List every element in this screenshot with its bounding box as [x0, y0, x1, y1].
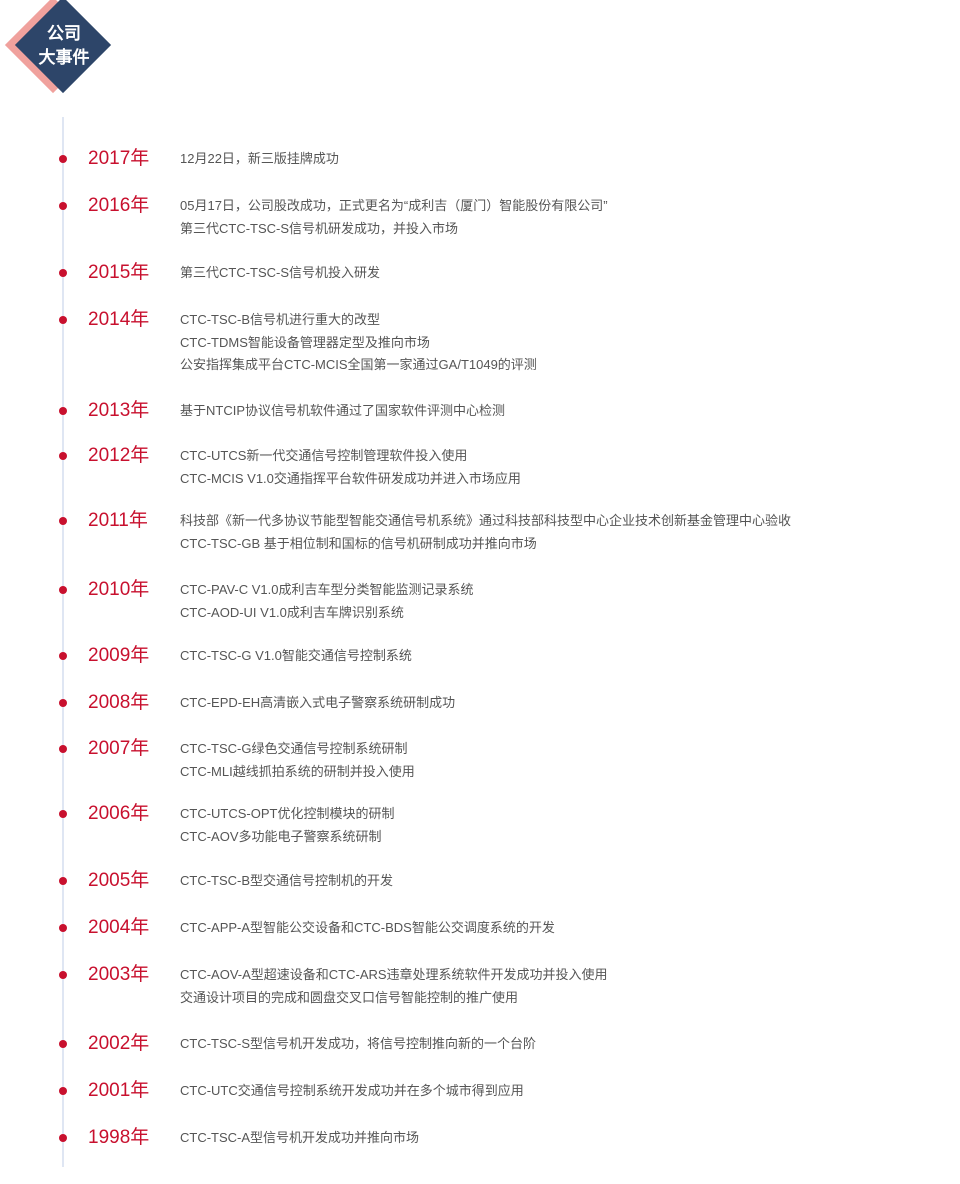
badge-title-line1: 公司 — [47, 24, 81, 43]
event-item: 05月17日，公司股改成功，正式更名为“成利吉（厦门）智能股份有限公司” — [180, 198, 608, 213]
event-year: 2005年 — [88, 870, 150, 891]
event-year: 2009年 — [88, 645, 150, 666]
event-item: 12月22日，新三版挂牌成功 — [180, 151, 339, 166]
timeline-dot — [59, 452, 67, 460]
event-item: CTC-APP-A型智能公交设备和CTC-BDS智能公交调度系统的开发 — [180, 920, 555, 935]
timeline-dot — [59, 517, 67, 525]
event-description: CTC-TSC-A型信号机开发成功并推向市场 — [180, 1127, 419, 1150]
timeline-dot — [59, 1040, 67, 1048]
event-description: 科技部《新一代多协议节能型智能交通信号机系统》通过科技部科技型中心企业技术创新基… — [180, 510, 791, 555]
event-description: CTC-TSC-B信号机进行重大的改型 CTC-TDMS智能设备管理器定型及推向市… — [180, 309, 537, 377]
event-item: CTC-MLI越线抓拍系统的研制并投入使用 — [180, 763, 415, 779]
event-item: 第三代CTC-TSC-S信号机投入研发 — [180, 265, 381, 280]
timeline-dot — [59, 316, 67, 324]
event-year: 2012年 — [88, 445, 150, 466]
event-description: CTC-TSC-S型信号机开发成功，将信号控制推向新的一个台阶 — [180, 1033, 536, 1056]
event-item: CTC-UTCS-OPT优化控制模块的研制 — [180, 806, 395, 821]
event-description: 05月17日，公司股改成功，正式更名为“成利吉（厦门）智能股份有限公司” 第三代C… — [180, 195, 608, 240]
timeline-dot — [59, 1087, 67, 1095]
event-year: 2002年 — [88, 1033, 150, 1054]
event-description: 12月22日，新三版挂牌成功 — [180, 148, 339, 171]
event-item: CTC-MCIS V1.0交通指挥平台软件研发成功并进入市场应用 — [180, 470, 521, 486]
event-year: 2001年 — [88, 1080, 150, 1101]
event-item: CTC-TDMS智能设备管理器定型及推向市场 — [180, 334, 430, 350]
event-year: 2007年 — [88, 738, 150, 759]
event-description: CTC-EPD-EH高清嵌入式电子警察系统研制成功 — [180, 692, 455, 715]
event-item: CTC-AOV-A型超速设备和CTC-ARS违章处理系统软件开发成功并投入使用 — [180, 967, 608, 982]
event-item: CTC-TSC-A型信号机开发成功并推向市场 — [180, 1130, 420, 1145]
event-description: CTC-TSC-G绿色交通信号控制系统研制 CTC-MLI越线抓拍系统的研制并投入… — [180, 738, 415, 783]
event-item: 基于NTCIP协议信号机软件通过了国家软件评测中心检测 — [180, 403, 506, 418]
event-description: CTC-TSC-B型交通信号控制机的开发 — [180, 870, 393, 893]
event-description: CTC-AOV-A型超速设备和CTC-ARS违章处理系统软件开发成功并投入使用交… — [180, 964, 608, 1009]
timeline-dot — [59, 269, 67, 277]
event-year: 2006年 — [88, 803, 150, 824]
event-year: 2016年 — [88, 195, 150, 216]
event-item: CTC-AOD-UI V1.0成利吉车牌识别系统 — [180, 604, 404, 620]
event-year: 2004年 — [88, 917, 150, 938]
event-description: CTC-UTCS-OPT优化控制模块的研制 CTC-AOV多功能电子警察系统研制 — [180, 803, 395, 848]
timeline-dot — [59, 745, 67, 753]
event-year: 2013年 — [88, 400, 150, 421]
badge-title-line2: 大事件 — [38, 48, 90, 67]
timeline-dot — [59, 971, 67, 979]
event-description: CTC-UTCS新一代交通信号控制管理软件投入使用 CTC-MCIS V1.0交通… — [180, 445, 521, 490]
timeline-dot — [59, 652, 67, 660]
event-item: CTC-UTCS新一代交通信号控制管理软件投入使用 — [180, 448, 468, 463]
event-item: CTC-UTC交通信号控制系统开发成功并在多个城市得到应用 — [180, 1083, 524, 1098]
timeline-axis — [62, 117, 64, 1167]
timeline-dot — [59, 202, 67, 210]
event-item: CTC-PAV-C V1.0成利吉车型分类智能监测记录系统 — [180, 582, 474, 597]
timeline-dot — [59, 877, 67, 885]
timeline-dot — [59, 407, 67, 415]
event-year: 1998年 — [88, 1127, 150, 1148]
event-item: CTC-TSC-G V1.0智能交通信号控制系统 — [180, 648, 412, 663]
badge-title: 公司 大事件 — [28, 22, 100, 70]
event-year: 2003年 — [88, 964, 150, 985]
timeline-dot — [59, 155, 67, 163]
event-year: 2015年 — [88, 262, 150, 283]
event-year: 2011年 — [88, 510, 148, 531]
event-item: 公安指挥集成平台CTC-MCIS全国第一家通过GA/T1049的评测 — [180, 357, 537, 372]
event-item: CTC-AOV多功能电子警察系统研制 — [180, 828, 382, 844]
timeline-dot — [59, 699, 67, 707]
event-item: CTC-TSC-GB 基于相位制和国标的信号机研制成功并推向市场 — [180, 535, 537, 551]
event-item: CTC-TSC-S型信号机开发成功，将信号控制推向新的一个台阶 — [180, 1036, 537, 1051]
event-item: 交通设计项目的完成和圆盘交叉口信号智能控制的推广使用 — [180, 989, 519, 1005]
event-year: 2014年 — [88, 309, 150, 330]
event-description: 基于NTCIP协议信号机软件通过了国家软件评测中心检测 — [180, 400, 505, 423]
event-item: CTC-EPD-EH高清嵌入式电子警察系统研制成功 — [180, 695, 456, 710]
event-item: CTC-TSC-B型交通信号控制机的开发 — [180, 873, 394, 888]
timeline-dot — [59, 1134, 67, 1142]
event-description: CTC-APP-A型智能公交设备和CTC-BDS智能公交调度系统的开发 — [180, 917, 555, 940]
event-item: CTC-TSC-G绿色交通信号控制系统研制 — [180, 741, 408, 756]
timeline-dot — [59, 810, 67, 818]
event-item: CTC-TSC-B信号机进行重大的改型 — [180, 312, 381, 327]
event-item: 第三代CTC-TSC-S信号机研发成功，并投入市场 — [180, 220, 459, 236]
section-badge: 公司 大事件 — [0, 0, 120, 110]
event-year: 2017年 — [88, 148, 150, 169]
event-year: 2010年 — [88, 579, 150, 600]
timeline-dot — [59, 924, 67, 932]
event-description: CTC-PAV-C V1.0成利吉车型分类智能监测记录系统 CTC-AOD-UI … — [180, 579, 473, 624]
event-description: CTC-TSC-G V1.0智能交通信号控制系统 — [180, 645, 412, 668]
event-description: 第三代CTC-TSC-S信号机投入研发 — [180, 262, 380, 285]
event-year: 2008年 — [88, 692, 150, 713]
timeline-dot — [59, 586, 67, 594]
event-item: 科技部《新一代多协议节能型智能交通信号机系统》通过科技部科技型中心企业技术创新基… — [180, 513, 792, 528]
event-description: CTC-UTC交通信号控制系统开发成功并在多个城市得到应用 — [180, 1080, 524, 1103]
